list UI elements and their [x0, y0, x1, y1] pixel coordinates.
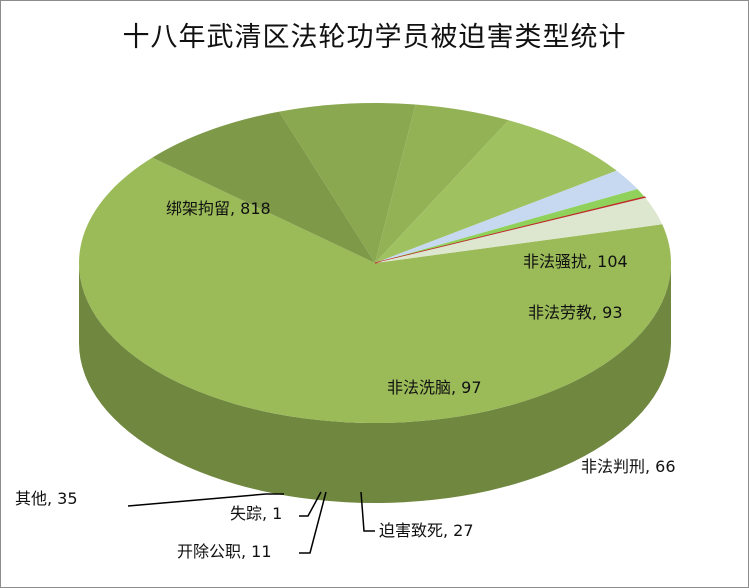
data-label-5: 迫害致死, 27 — [379, 521, 474, 540]
pie-slice-3 — [375, 104, 509, 263]
data-label-8: 其他, 35 — [15, 489, 78, 508]
pie-slice-7 — [374, 196, 647, 264]
pie-slice-0 — [79, 157, 672, 424]
data-label-3: 非法判刑, 66 — [581, 457, 676, 476]
data-label-0: 绑架拘留, 818 — [166, 199, 271, 218]
data-label-4: 非法洗脑, 97 — [387, 378, 482, 397]
pie-slice-8 — [375, 197, 663, 263]
data-label-1: 非法骚扰, 104 — [523, 252, 628, 271]
pie-slice-2 — [279, 103, 416, 263]
data-label-6: 开除公职, 11 — [177, 542, 272, 561]
chart-title: 十八年武清区法轮功学员被迫害类型统计 — [122, 22, 627, 53]
data-label-7: 失踪, 1 — [230, 504, 282, 523]
pie-side-0 — [79, 263, 671, 503]
pie-slice-4 — [375, 120, 617, 263]
data-label-2: 非法劳教, 93 — [528, 303, 623, 322]
leader-line-8 — [127, 493, 284, 507]
leader-line-7 — [299, 491, 322, 517]
leader-line-5 — [360, 491, 375, 532]
pie-slice-1 — [152, 111, 375, 263]
leader-line-6 — [299, 491, 327, 554]
pie-slice-6 — [375, 189, 645, 263]
pie-slice-5 — [375, 170, 638, 263]
